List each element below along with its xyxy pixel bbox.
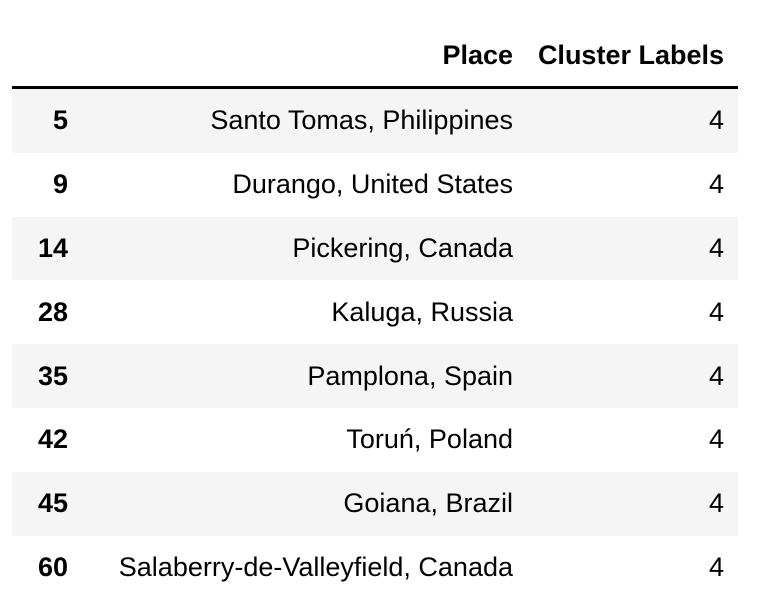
place-cell: Pickering, Canada (292, 232, 513, 263)
table-row: 14 Pickering, Canada 4 (12, 216, 738, 281)
cluster-label-cell: 4 (708, 296, 724, 327)
row-index: 28 (37, 296, 68, 327)
index-column-header (12, 24, 82, 89)
place-cell: Pamplona, Spain (307, 360, 513, 391)
table-row: 45 Goiana, Brazil 4 (12, 471, 738, 536)
table-row: 42 Toruń, Poland 4 (12, 407, 738, 472)
row-index: 5 (52, 105, 68, 136)
cluster-labels-column-header: Cluster Labels (527, 24, 738, 89)
row-index: 45 (37, 488, 68, 519)
dataframe-table: Place Cluster Labels 5 Santo Tomas, Phil… (12, 24, 738, 600)
place-cell: Goiana, Brazil (343, 488, 513, 519)
row-index: 35 (37, 360, 68, 391)
table-row: 9 Durango, United States 4 (12, 152, 738, 217)
table-body: 5 Santo Tomas, Philippines 4 9 Durango, … (12, 87, 738, 600)
cluster-label-cell: 4 (708, 169, 724, 200)
row-index: 9 (52, 169, 68, 200)
header-row: Place Cluster Labels (12, 24, 738, 89)
table-header: Place Cluster Labels (12, 24, 738, 89)
table-row: 60 Salaberry-de-Valleyfield, Canada 4 (12, 535, 738, 600)
row-index: 60 (37, 551, 68, 582)
table-row: 35 Pamplona, Spain 4 (12, 344, 738, 408)
table-row: 5 Santo Tomas, Philippines 4 (12, 87, 738, 153)
place-column-header: Place (82, 24, 527, 89)
row-index: 42 (37, 424, 68, 455)
cluster-label-cell: 4 (708, 424, 724, 455)
cluster-label-cell: 4 (708, 488, 724, 519)
place-cell: Salaberry-de-Valleyfield, Canada (118, 551, 513, 582)
cluster-label-cell: 4 (708, 360, 724, 391)
place-cell: Santo Tomas, Philippines (210, 105, 513, 136)
cluster-label-cell: 4 (708, 105, 724, 136)
place-cell: Toruń, Poland (346, 424, 513, 455)
cluster-label-cell: 4 (708, 232, 724, 263)
place-cell: Kaluga, Russia (331, 296, 513, 327)
row-index: 14 (37, 232, 68, 263)
cluster-label-cell: 4 (708, 551, 724, 582)
place-cell: Durango, United States (232, 169, 513, 200)
table-row: 28 Kaluga, Russia 4 (12, 280, 738, 345)
